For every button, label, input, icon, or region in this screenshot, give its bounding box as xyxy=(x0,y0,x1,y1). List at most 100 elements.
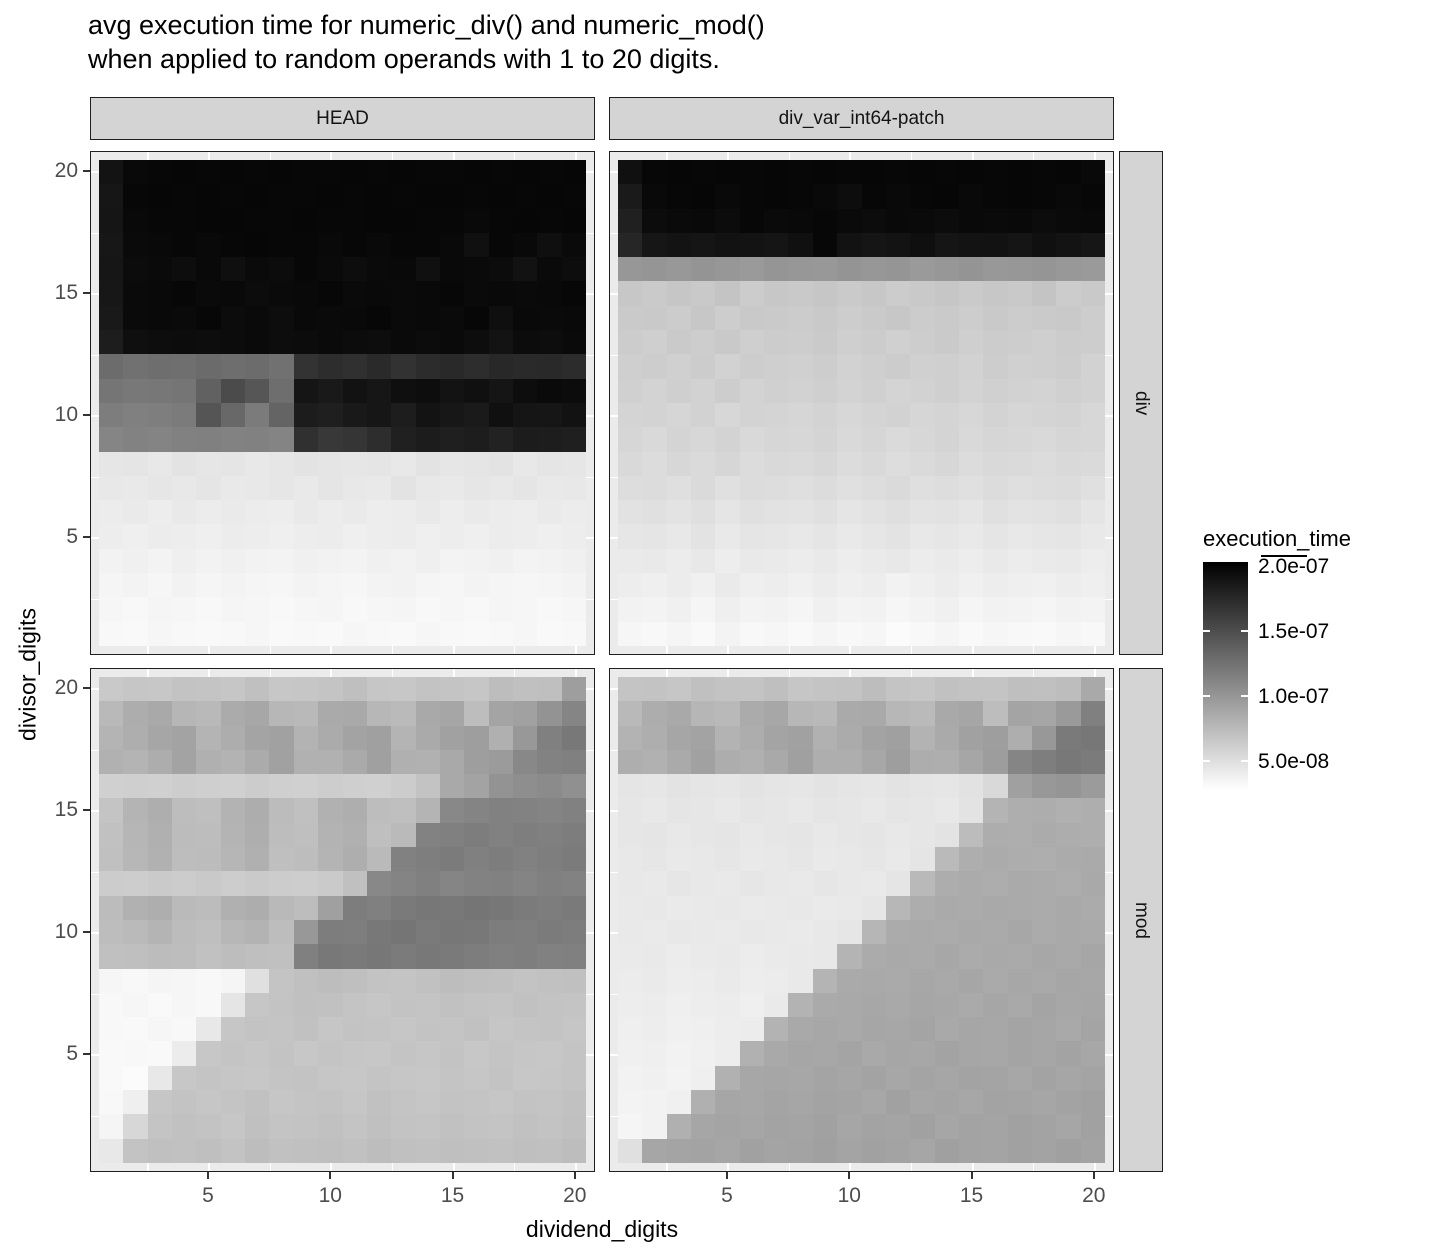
heatmap-cell xyxy=(537,160,562,185)
heatmap-cell xyxy=(666,1041,692,1066)
heatmap-cell xyxy=(764,160,789,185)
heatmap-cell xyxy=(488,701,513,726)
heatmap-cell xyxy=(885,1138,911,1163)
heatmap-cell xyxy=(512,451,538,476)
heatmap-cell xyxy=(537,701,562,726)
heatmap-cell xyxy=(488,919,513,945)
heatmap-cell xyxy=(691,677,716,702)
heatmap-cell xyxy=(1056,822,1081,848)
heatmap-cell xyxy=(147,774,173,799)
heatmap-cell xyxy=(618,621,643,646)
heatmap-cell xyxy=(788,944,813,969)
heatmap-cell xyxy=(788,1090,813,1115)
heatmap-cell xyxy=(293,281,319,306)
heatmap-cell xyxy=(172,573,197,598)
heatmap-cell xyxy=(537,305,562,331)
y-axis-tick xyxy=(83,170,90,173)
heatmap-cell xyxy=(391,968,416,993)
heatmap-cell xyxy=(245,305,270,331)
heatmap-cell xyxy=(561,208,586,233)
heatmap-cell xyxy=(739,160,765,185)
heatmap-cell xyxy=(983,597,1008,622)
heatmap-cell xyxy=(123,919,148,945)
heatmap-cell xyxy=(1007,944,1032,969)
heatmap-cell xyxy=(861,621,886,646)
heatmap-cell xyxy=(293,621,319,646)
heatmap-cell xyxy=(1031,451,1057,476)
heatmap-cell xyxy=(439,992,465,1018)
heatmap-cell xyxy=(764,330,789,355)
heatmap-cell xyxy=(812,919,838,945)
heatmap-cell xyxy=(1007,573,1032,598)
heatmap-cell xyxy=(293,1138,319,1163)
heatmap-cell xyxy=(764,427,789,452)
heatmap-cell xyxy=(764,402,789,428)
heatmap-cell xyxy=(342,774,367,799)
heatmap-cell xyxy=(1056,548,1081,574)
heatmap-cell xyxy=(1031,895,1057,920)
heatmap-cell xyxy=(618,573,643,598)
heatmap-cell xyxy=(512,305,538,331)
heatmap-cell xyxy=(439,798,465,823)
heatmap-cell xyxy=(1031,524,1057,549)
heatmap-cell xyxy=(983,232,1008,258)
heatmap-cell xyxy=(123,475,148,501)
heatmap-cell xyxy=(983,524,1008,549)
heatmap-cell xyxy=(342,701,367,726)
heatmap-cell xyxy=(691,184,716,209)
heatmap-cell xyxy=(293,725,319,750)
heatmap-cell xyxy=(788,427,813,452)
heatmap-cell xyxy=(812,208,838,233)
heatmap-cell xyxy=(1080,330,1105,355)
heatmap-cell xyxy=(537,354,562,379)
heatmap-cell xyxy=(318,1138,343,1163)
heatmap-cell xyxy=(934,184,959,209)
heatmap-cell xyxy=(537,184,562,209)
heatmap-cell xyxy=(1080,500,1105,525)
heatmap-cell xyxy=(439,354,465,379)
heatmap-cell xyxy=(861,895,886,920)
heatmap-cell xyxy=(764,919,789,945)
heatmap-cell xyxy=(561,378,586,403)
heatmap-cell xyxy=(837,573,862,598)
heatmap-cell xyxy=(739,402,765,428)
heatmap-cell xyxy=(147,378,173,403)
heatmap-cell xyxy=(391,257,416,282)
heatmap-cell xyxy=(318,475,343,501)
heatmap-cell xyxy=(642,1065,667,1091)
heatmap-cell xyxy=(147,871,173,896)
heatmap-cell xyxy=(269,847,294,872)
heatmap-cell xyxy=(464,1065,489,1091)
heatmap-cell xyxy=(318,944,343,969)
heatmap-cell xyxy=(1080,1017,1105,1042)
heatmap-cell xyxy=(293,427,319,452)
heatmap-cell xyxy=(366,621,392,646)
heatmap-cell xyxy=(910,701,935,726)
heatmap-cell xyxy=(245,919,270,945)
heatmap-cell xyxy=(366,701,392,726)
heatmap-cell xyxy=(366,451,392,476)
heatmap-cell xyxy=(391,573,416,598)
heatmap-cell xyxy=(1080,573,1105,598)
heatmap-cell xyxy=(1031,208,1057,233)
heatmap-cell xyxy=(172,871,197,896)
heatmap-cell xyxy=(196,427,221,452)
heatmap-cell xyxy=(269,427,294,452)
heatmap-cell xyxy=(1056,573,1081,598)
heatmap-cell xyxy=(464,402,489,428)
heatmap-cell xyxy=(1007,621,1032,646)
heatmap-cell xyxy=(1031,774,1057,799)
heatmap-cell xyxy=(439,597,465,622)
heatmap-cell xyxy=(666,160,692,185)
heatmap-cell xyxy=(293,701,319,726)
heatmap-cell xyxy=(764,1114,789,1139)
heatmap-cell xyxy=(196,1138,221,1163)
heatmap-cell xyxy=(764,573,789,598)
heatmap-cell xyxy=(983,847,1008,872)
heatmap-cell xyxy=(983,871,1008,896)
heatmap-cell xyxy=(220,822,246,848)
heatmap-cell xyxy=(1007,378,1032,403)
heatmap-cell xyxy=(172,1017,197,1042)
heatmap-cell xyxy=(788,1017,813,1042)
heatmap-cell xyxy=(561,725,586,750)
